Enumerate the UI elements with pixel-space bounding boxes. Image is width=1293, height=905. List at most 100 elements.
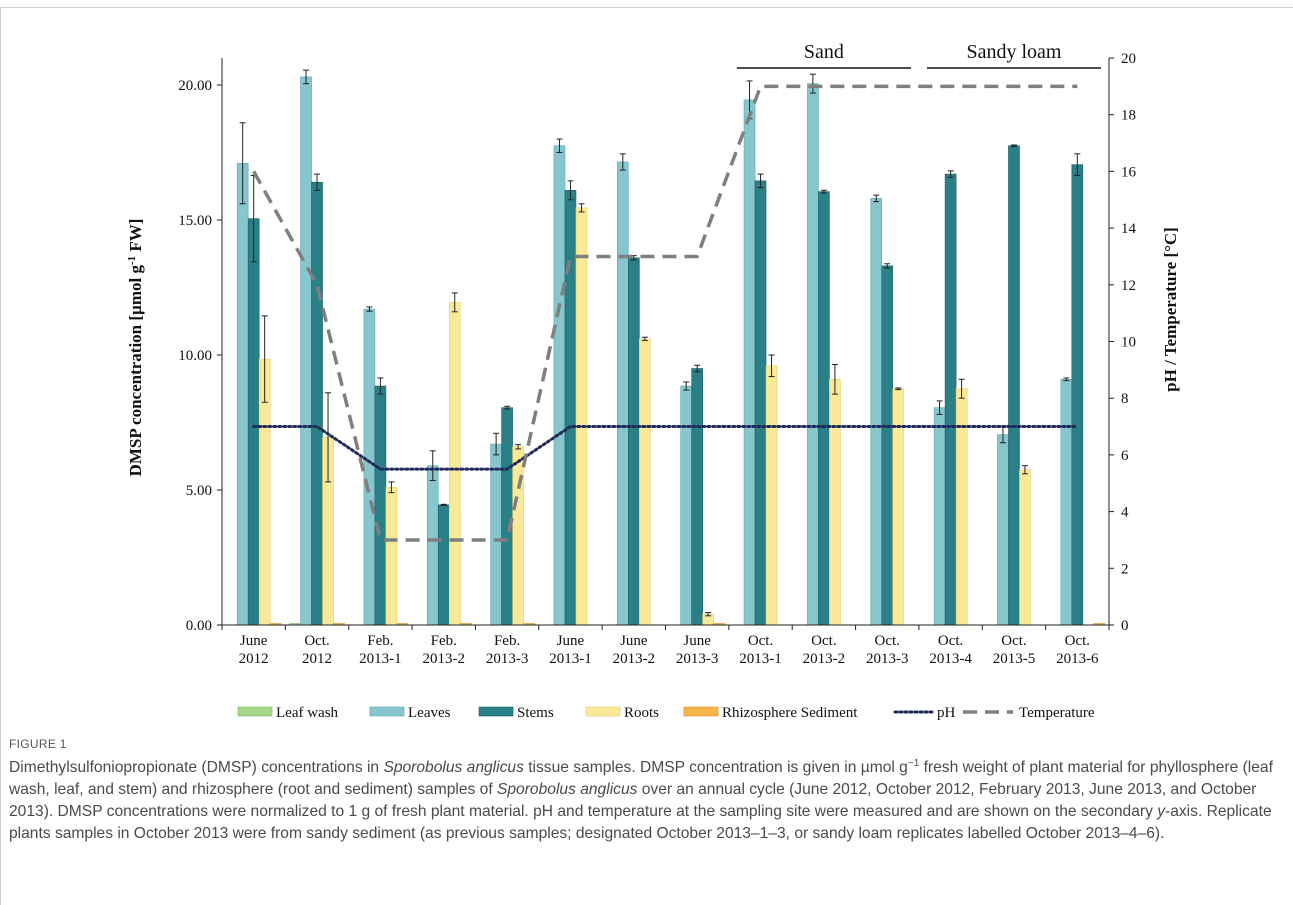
x-tick-label: Oct. [938, 633, 963, 649]
temperature-line [252, 84, 1078, 542]
x-tick-label: Feb. [494, 633, 520, 649]
bar-stems [881, 265, 894, 626]
y2-tick-label: 18 [1121, 108, 1136, 124]
frame-left-border [0, 7, 1, 905]
x-tick-label: 2013-5 [993, 651, 1036, 667]
bar-leaves [680, 385, 692, 626]
x-tick-label: Feb. [431, 633, 457, 649]
legend-label: Leaves [408, 705, 451, 721]
x-tick-label: June [240, 633, 268, 649]
bar-stems [1071, 164, 1084, 626]
bar-roots [448, 302, 461, 626]
x-tick-label: 2013-1 [739, 651, 782, 667]
x-tick-label: Oct. [304, 633, 329, 649]
x-tick-label: Oct. [811, 633, 836, 649]
x-tick-label: 2013-6 [1056, 651, 1099, 667]
y2-tick-label: 6 [1121, 448, 1129, 464]
bar-leaves [807, 83, 819, 626]
legend-label: Stems [517, 705, 554, 721]
y-axis-title: DMSP concentration [µmol g-1 FW] [126, 219, 145, 477]
bar-leaves [553, 145, 566, 626]
ph-line [252, 425, 1079, 471]
bar-leaves [617, 161, 629, 626]
figure-caption: FIGURE 1 Dimethylsulfoniopropionate (DMS… [9, 737, 1279, 845]
bar-stems [628, 257, 640, 626]
x-tick-label: Oct. [1065, 633, 1090, 649]
group-label: Sandy loam [966, 41, 1061, 63]
y2-tick-label: 0 [1121, 618, 1129, 634]
y2-tick-label: 2 [1121, 561, 1129, 577]
legend-label: Temperature [1019, 705, 1095, 721]
bar-roots [1019, 469, 1031, 626]
bar-leaves [300, 76, 312, 626]
legend-swatch [237, 706, 273, 717]
y-tick-label: 5.00 [186, 483, 212, 499]
bar-roots [892, 388, 905, 626]
caption-superscript: −1 [907, 757, 920, 769]
bar-stems [754, 180, 767, 626]
y2-tick-label: 12 [1121, 278, 1136, 294]
x-tick-label: 2013-2 [803, 651, 846, 667]
bar-stems [374, 385, 387, 626]
x-tick-label: 2013-3 [486, 651, 529, 667]
bar-stems [247, 218, 260, 626]
bar-roots [512, 446, 524, 626]
x-tick-label: June [557, 633, 585, 649]
bar-roots [639, 338, 651, 626]
x-tick-label: 2013-4 [929, 651, 972, 667]
bar-leaves [363, 308, 376, 626]
frame-top-border [0, 7, 1293, 8]
bar-roots [829, 378, 841, 626]
bar-roots [575, 207, 588, 626]
x-tick-label: June [620, 633, 648, 649]
x-tick-label: Oct. [875, 633, 900, 649]
legend-swatch [478, 706, 514, 717]
bar-leaves [1060, 378, 1073, 626]
x-tick-label: 2013-2 [613, 651, 656, 667]
y2-tick-label: 20 [1121, 51, 1136, 67]
x-tick-label: 2013-3 [676, 651, 719, 667]
y-axis-title-superscript: -1 [126, 256, 138, 265]
caption-species-name: Sporobolus anglicus [496, 781, 638, 798]
bar-leaves [870, 198, 883, 626]
legend-label: Leaf wash [276, 705, 339, 721]
caption-part: Dimethylsulfoniopropionate (DMSP) concen… [9, 759, 384, 776]
y2-tick-label: 8 [1121, 391, 1129, 407]
x-tick-label: 2012 [302, 651, 332, 667]
y2-tick-label: 16 [1121, 164, 1137, 180]
bar-stems [311, 181, 323, 626]
y-axis-title-part: FW] [126, 219, 145, 256]
bar-leaves [933, 407, 946, 626]
bar-leaves [236, 163, 249, 626]
legend-label: Rhizosphere Sediment [722, 705, 858, 721]
x-tick-label: 2013-3 [866, 651, 909, 667]
y2-tick-label: 4 [1121, 505, 1129, 521]
y2-tick-label: 10 [1121, 335, 1136, 351]
bar-stems [501, 407, 513, 626]
legend-swatch [683, 706, 719, 717]
bar-leaves [490, 443, 502, 626]
caption-species-name: Sporobolus anglicus [383, 759, 524, 776]
caption-part: tissue samples. DMSP concentration is gi… [523, 759, 908, 776]
bar-roots [955, 388, 968, 626]
y2-tick-label: 14 [1121, 221, 1137, 237]
bar-stems [1008, 145, 1020, 626]
dmsp-chart: 0.00 5.00 10.00 15.00 20.00 0 2 4 6 8 10 12 14 16 18 20… [126, 41, 1180, 721]
y-tick-label: 0.00 [186, 618, 212, 634]
y-axis-title-part: DMSP concentration [µmol g [126, 265, 145, 477]
bar-stems [944, 173, 957, 626]
bar-roots [765, 365, 778, 626]
caption-part: over an annual cycle (June 2012, October… [9, 781, 1257, 820]
legend-label: pH [937, 705, 956, 721]
caption-axis-symbol: y [1157, 803, 1166, 820]
legend-swatch [369, 706, 405, 717]
y-tick-label: 20.00 [178, 78, 212, 94]
bar-leaves [426, 465, 439, 626]
legend-label: Roots [624, 705, 659, 721]
y-tick-label: 10.00 [178, 348, 212, 364]
y2-axis-title: pH / Temperature [°C] [1161, 227, 1180, 392]
bar-stems [564, 190, 577, 626]
x-tick-label: 2013-2 [423, 651, 466, 667]
figure-caption-text: Dimethylsulfoniopropionate (DMSP) concen… [9, 757, 1279, 845]
x-tick-label: Feb. [367, 633, 393, 649]
